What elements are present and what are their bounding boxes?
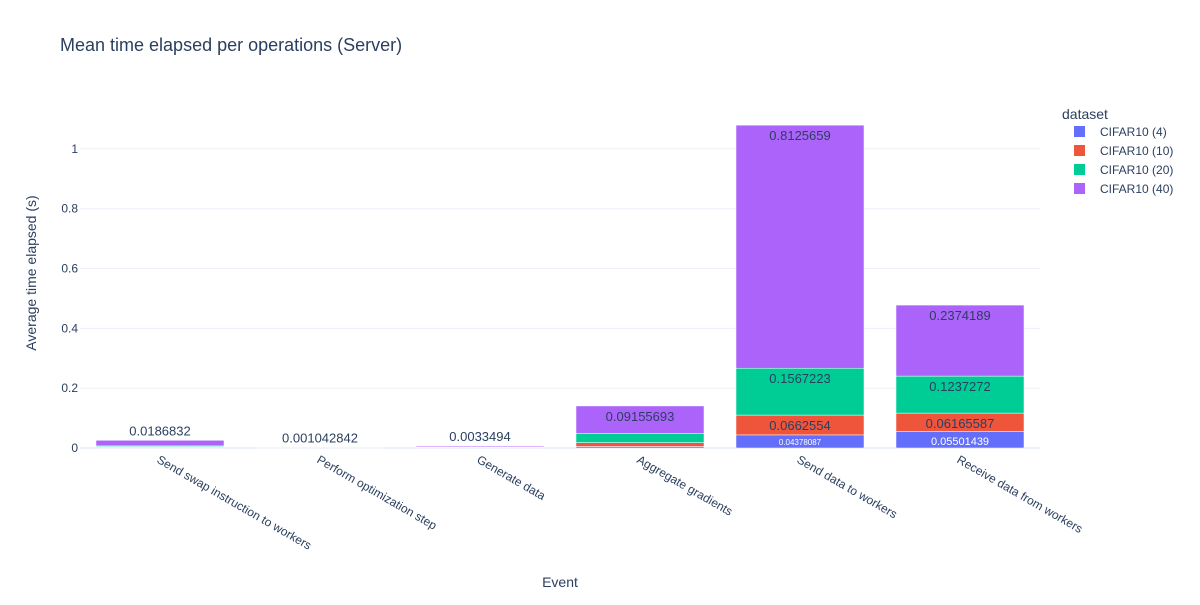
data-label: 0.0662554 (769, 418, 830, 433)
legend-swatch (1074, 145, 1085, 156)
data-label: 0.0186832 (129, 423, 190, 438)
y-tick-label: 1 (71, 142, 78, 156)
chart-title: Mean time elapsed per operations (Server… (60, 35, 402, 55)
legend-title: dataset (1062, 106, 1108, 122)
x-tick-label: Perform optimization step (315, 452, 440, 532)
bar-segment (255, 446, 385, 448)
x-tick-label: Receive data from workers (955, 452, 1086, 535)
bar-segment (95, 440, 225, 447)
y-tick-label: 0.6 (61, 262, 78, 276)
bars-layer (95, 124, 1025, 449)
bar-segment (415, 445, 545, 448)
legend-label: CIFAR10 (4) (1100, 125, 1167, 139)
y-tick-label: 0 (71, 441, 78, 455)
data-label: 0.09155693 (606, 409, 675, 424)
legend-items: CIFAR10 (4) CIFAR10 (10) CIFAR10 (20) CIFAR… (1074, 125, 1173, 196)
legend: dataset CIFAR10 (4)CIFAR10 (10)CIFAR10 (… (1062, 106, 1173, 196)
y-axis-title: Average time elapsed (s) (23, 195, 39, 350)
data-label: 0.1237272 (929, 379, 990, 394)
legend-label: CIFAR10 (10) (1100, 144, 1173, 158)
bar-segment (575, 442, 705, 447)
y-axis-ticks: 0 0.2 0.4 0.6 0.8 1 (61, 142, 78, 455)
data-label: 0.2374189 (929, 308, 990, 323)
data-label: 0.05501439 (931, 436, 989, 448)
legend-label: CIFAR10 (40) (1100, 182, 1173, 196)
legend-swatch (1074, 126, 1085, 137)
data-label: 0.04378087 (779, 438, 822, 447)
legend-swatch (1074, 164, 1085, 175)
bar-segment (895, 375, 1025, 414)
bar-segment (895, 304, 1025, 377)
bar-segment (735, 367, 865, 416)
data-label: 0.001042842 (282, 430, 358, 445)
data-label: 0.0033494 (449, 429, 510, 444)
bar-segment (575, 433, 705, 443)
legend-label: CIFAR10 (20) (1100, 163, 1173, 177)
bar-segment (575, 405, 705, 434)
bar-segment (735, 124, 865, 369)
data-label: 0.06165587 (926, 416, 995, 431)
grid-layer (80, 148, 1040, 449)
x-tick-label: Send data to workers (795, 452, 900, 521)
y-tick-label: 0.8 (61, 202, 78, 216)
data-label: 0.8125659 (769, 128, 830, 143)
x-axis-title: Event (542, 574, 578, 590)
x-tick-label: Aggregate gradients (635, 452, 736, 518)
legend-swatch (1074, 183, 1085, 194)
x-axis-ticks: Send swap instruction to workers Perform … (155, 452, 1086, 552)
data-labels-layer: 0.0186832 0.001042842 0.0033494 0.09155693 0… (129, 128, 994, 448)
y-tick-label: 0.2 (61, 381, 78, 395)
x-tick-label: Generate data (475, 452, 549, 503)
y-tick-label: 0.4 (61, 321, 78, 335)
x-tick-label: Send swap instruction to workers (155, 452, 315, 552)
data-label: 0.1567223 (769, 371, 830, 386)
